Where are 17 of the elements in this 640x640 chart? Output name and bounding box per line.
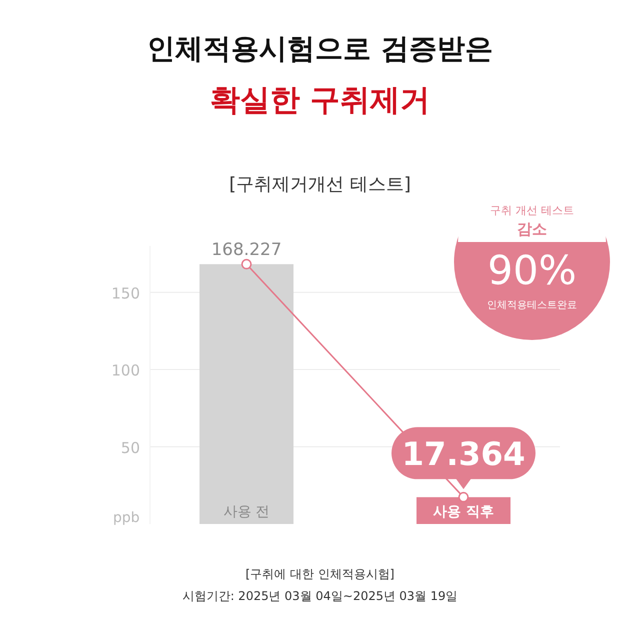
chart-title: 인체적용시험으로 검증받은	[147, 32, 493, 65]
y-axis-title: ppb	[113, 510, 140, 526]
annotation: 90%	[488, 248, 576, 294]
annotation: 인체적용테스트완료	[487, 300, 577, 311]
text: 구취 개선 테스트	[490, 204, 574, 217]
chart-subtitle: 확실한 구취제거	[210, 83, 430, 118]
y-tick-label: 150	[111, 284, 140, 302]
text: 감소	[517, 220, 547, 238]
data-label: 168.227	[211, 240, 282, 260]
text: [구취제거개선 테스트]	[229, 174, 411, 195]
x-tick-label: 사용 직후	[433, 504, 494, 520]
data-label: 17.364	[402, 435, 526, 474]
y-tick-label: 100	[111, 362, 140, 380]
text: 시험기간: 2025년 03월 04일~2025년 03월 19일	[182, 589, 458, 603]
x-tick-label: 사용 전	[223, 504, 270, 520]
text: [구취에 대한 인체적용시험]	[246, 567, 394, 581]
y-tick-label: 50	[120, 438, 140, 457]
